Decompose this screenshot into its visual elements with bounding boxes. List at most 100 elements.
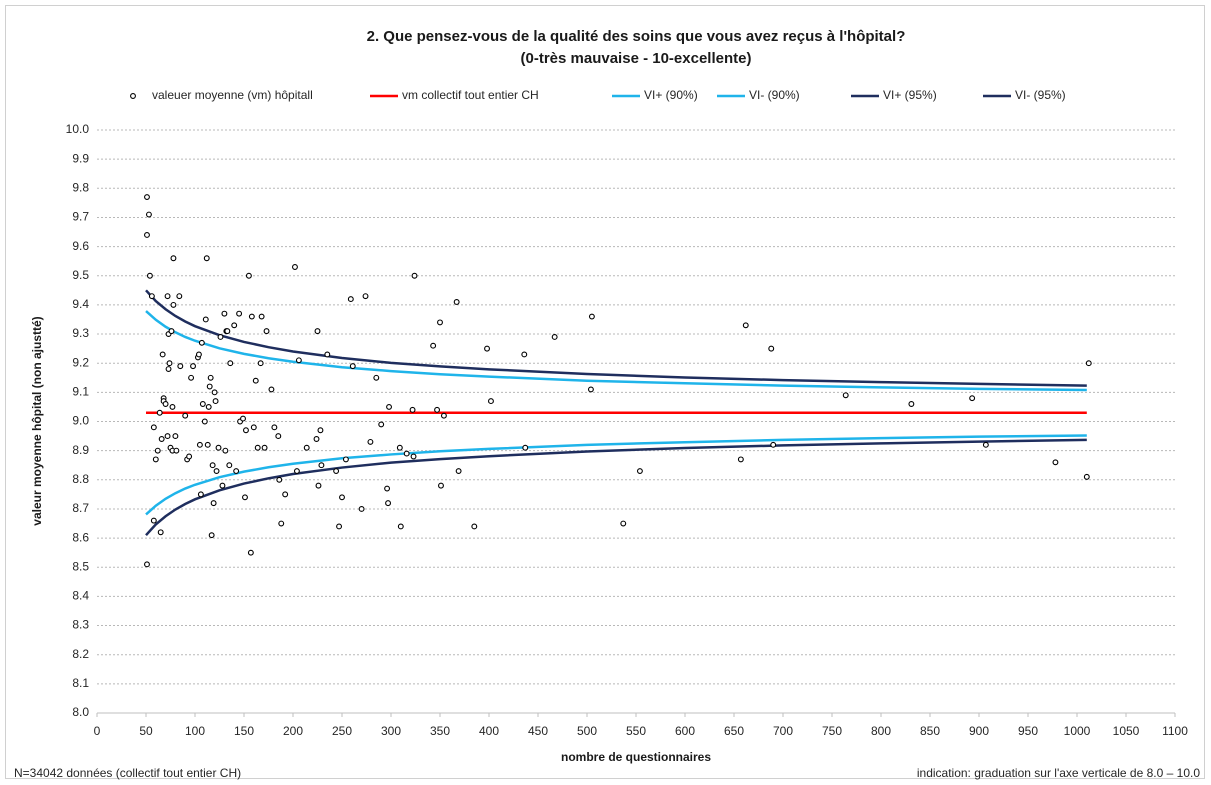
scatter-point — [207, 374, 214, 381]
scatter-point — [215, 444, 222, 451]
scatter-point — [522, 444, 529, 451]
scatter-point — [173, 447, 180, 454]
scatter-point — [166, 360, 173, 367]
scatter-point — [336, 523, 343, 530]
scatter-point — [430, 342, 437, 349]
scatter-point — [484, 345, 490, 352]
scatter-point — [233, 468, 240, 475]
scatter-point — [226, 462, 233, 469]
y-tick-label: 9.2 — [72, 355, 89, 369]
scatter-point — [636, 468, 643, 475]
y-tick-label: 9.3 — [72, 326, 89, 340]
footnote-left: N=34042 données (collectif tout entier C… — [14, 766, 241, 780]
scatter-point — [199, 401, 206, 407]
scatter-point — [315, 482, 322, 489]
scatter-point — [378, 421, 385, 428]
scatter-point — [1085, 360, 1092, 367]
scatter-point — [196, 441, 203, 448]
x-tick-label: 100 — [185, 724, 205, 738]
y-tick-label: 10.0 — [66, 122, 90, 136]
scatter-point — [210, 500, 217, 507]
x-tick-label: 500 — [577, 724, 597, 738]
scatter-point — [488, 398, 494, 405]
x-tick-label: 1000 — [1064, 724, 1091, 738]
scatter-point — [257, 360, 264, 367]
scatter-point — [172, 433, 179, 440]
y-tick-label: 8.3 — [72, 618, 89, 632]
x-tick-label: 600 — [675, 724, 695, 738]
footnote-right: indication: graduation sur l'axe vertica… — [917, 766, 1200, 780]
scatter-point — [219, 482, 226, 489]
scatter-point — [455, 468, 462, 475]
scatter-point — [339, 494, 345, 501]
chart-subtitle: (0-très mauvaise - 10-excellente) — [521, 50, 752, 67]
scatter-point — [318, 462, 325, 469]
scatter-point — [362, 293, 369, 300]
x-tick-label: 900 — [969, 724, 989, 738]
scatter-point — [159, 351, 166, 358]
scatter-point — [742, 322, 749, 329]
scatter-point — [453, 299, 460, 305]
scatter-point — [250, 424, 257, 431]
scatter-point — [261, 444, 268, 451]
scatter-point — [333, 468, 340, 475]
scatter-point — [411, 272, 418, 279]
x-tick-label: 300 — [381, 724, 401, 738]
scatter-point — [240, 415, 246, 422]
scatter-point — [213, 468, 220, 475]
scatter-point — [152, 456, 159, 463]
scatter-point — [409, 406, 416, 413]
scatter-point — [295, 357, 302, 364]
scatter-point — [440, 412, 447, 419]
scatter-point — [770, 441, 777, 448]
legend-label: vm collectif tout entier CH — [402, 88, 539, 102]
scatter-point — [276, 476, 283, 483]
scatter-point — [217, 334, 224, 340]
y-tick-label: 9.8 — [72, 180, 89, 194]
line-series — [145, 438, 1087, 537]
scatter-point — [204, 441, 211, 448]
scatter-point — [245, 272, 252, 279]
scatter-point — [154, 447, 161, 454]
scatter-point — [317, 427, 324, 434]
scatter-point — [313, 436, 320, 442]
legend-label: VI+ (95%) — [883, 88, 937, 102]
scatter-point — [156, 409, 163, 416]
scatter-point — [150, 517, 157, 524]
y-tick-label: 8.7 — [72, 501, 89, 515]
y-tick-label: 8.0 — [72, 705, 89, 719]
scatter-point — [248, 313, 255, 320]
scatter-point — [242, 494, 248, 501]
scatter-point — [303, 444, 310, 451]
x-tick-label: 700 — [773, 724, 793, 738]
scatter-point — [145, 211, 152, 218]
y-tick-label: 9.9 — [72, 151, 89, 165]
x-axis-title: nombre de questionnaires — [561, 750, 711, 764]
scatter-point — [438, 482, 444, 489]
scatter-point — [342, 456, 349, 463]
scatter-point — [148, 293, 155, 300]
x-tick-label: 750 — [822, 724, 842, 738]
y-tick-label: 8.9 — [72, 443, 89, 457]
scatter-point — [202, 316, 209, 323]
scatter-point — [176, 293, 183, 300]
line-series — [145, 310, 1087, 392]
y-tick-label: 8.6 — [72, 530, 89, 544]
y-tick-label: 9.5 — [72, 268, 89, 282]
x-tick-label: 1050 — [1113, 724, 1140, 738]
scatter-point — [268, 386, 275, 393]
x-tick-label: 550 — [626, 724, 646, 738]
scatter-point — [227, 360, 234, 367]
x-tick-label: 50 — [139, 724, 153, 738]
scatter-point — [170, 255, 177, 262]
y-tick-label: 8.5 — [72, 559, 89, 573]
scatter-point — [195, 351, 202, 358]
scatter-point — [177, 363, 184, 370]
scatter-point — [150, 424, 157, 431]
scatter-point — [275, 433, 282, 440]
x-tick-label: 150 — [234, 724, 254, 738]
scatter-point — [434, 406, 441, 413]
legend-label: VI- (90%) — [749, 88, 800, 102]
scatter-point — [1052, 459, 1059, 466]
